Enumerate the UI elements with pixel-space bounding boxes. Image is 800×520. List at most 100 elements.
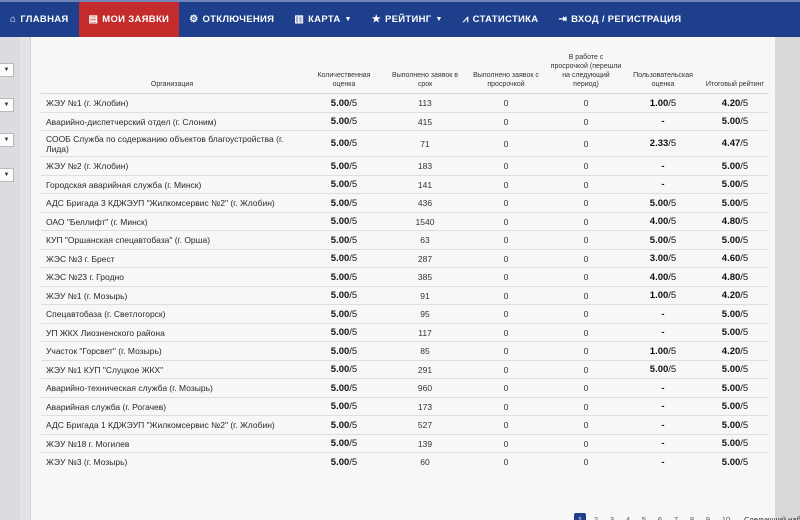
cell-on-time: 183 — [385, 156, 465, 176]
cell-user-score-value: 5.00 — [649, 364, 669, 376]
nav-outages[interactable]: ⚙ ОТКЛЮЧЕНИЯ — [179, 2, 284, 37]
cell-quantitative-value: 5.00 — [330, 160, 350, 172]
filter-dropdown[interactable]: ▼ — [0, 168, 14, 182]
cell-organization: ЖЭС №23 г. Гродно — [41, 267, 303, 287]
cell-late: 0 — [465, 230, 547, 250]
cell-on-time: 85 — [385, 341, 465, 361]
table-row: Аварийно-диспетчерский отдел (г. Слоним)… — [41, 111, 769, 131]
page-link[interactable]: 5 — [641, 514, 647, 520]
nav-home[interactable]: ⌂ ГЛАВНАЯ — [0, 2, 79, 37]
cell-quantitative: 5.00/5 — [303, 341, 385, 361]
cell-quantitative: 5.00/5 — [303, 304, 385, 324]
page-link[interactable]: 9 — [705, 514, 711, 520]
nav-rating[interactable]: ★ РЕЙТИНГ ▼ — [362, 2, 453, 37]
filter-dropdown[interactable]: ▼ — [0, 133, 14, 147]
cell-in-work: 0 — [547, 433, 625, 453]
score-denominator: /5 — [349, 160, 358, 172]
cell-in-work: 0 — [547, 267, 625, 287]
nav-statistics[interactable]: ⩘ СТАТИСТИКА — [453, 2, 549, 37]
cell-organization: ЖЭУ №1 (г. Мозырь) — [41, 285, 303, 305]
table-row: АДС Бригада 1 КДЖЭУП "Жилкомсервис №2" (… — [41, 415, 769, 435]
cell-quantitative: 5.00/5 — [303, 156, 385, 176]
cell-late: 0 — [465, 285, 547, 305]
cell-in-work: 0 — [547, 396, 625, 416]
cell-quantitative: 5.00/5 — [303, 285, 385, 305]
cell-on-time: 95 — [385, 304, 465, 324]
cell-quantitative-value: 5.00 — [330, 438, 350, 450]
nav-my-requests[interactable]: ▤ МОИ ЗАЯВКИ — [78, 2, 180, 37]
table-row: ЖЭУ №18 г. Могилев 5.00/5 139 0 0-5.00/5 — [41, 433, 769, 453]
score-denominator: /5 — [668, 345, 677, 357]
cell-organization: Аварийная служба (г. Рогачев) — [41, 396, 303, 416]
cell-organization: ЖЭУ №2 (г. Жлобин) — [41, 156, 303, 176]
cell-final-rating-value: 5.00 — [721, 401, 741, 413]
score-denominator: /5 — [668, 216, 677, 228]
cell-user-score: 5.00/5 — [625, 230, 701, 250]
score-denominator: /5 — [349, 382, 358, 394]
score-denominator: /5 — [668, 197, 677, 209]
score-denominator: /5 — [740, 308, 749, 320]
cell-final-rating-value: 5.00 — [721, 382, 741, 394]
cell-organization: ЖЭУ №18 г. Могилев — [41, 433, 303, 453]
filter-sidebar — [0, 37, 20, 520]
score-denominator: /5 — [349, 197, 358, 209]
cell-user-score-value: 1.00 — [649, 345, 669, 357]
page-link[interactable]: 4 — [625, 514, 631, 520]
cell-quantitative: 5.00/5 — [303, 396, 385, 416]
nav-home-label: ГЛАВНАЯ — [20, 14, 69, 25]
chart-icon: ⩘ — [462, 13, 469, 25]
table-header-row: Организация Количественная оценка Выполн… — [41, 51, 769, 95]
cell-quantitative-value: 5.00 — [330, 382, 350, 394]
page-link[interactable]: 3 — [609, 514, 615, 520]
score-denominator: /5 — [349, 216, 358, 228]
cell-user-score-value: 5.00 — [649, 234, 669, 246]
score-denominator: /5 — [740, 234, 749, 246]
gears-icon: ⚙ — [189, 13, 199, 25]
cell-final-rating: 4.47/5 — [701, 130, 769, 157]
page-link[interactable]: 2 — [593, 514, 599, 520]
nav-map[interactable]: ▥ КАРТА ▼ — [284, 2, 361, 37]
cell-quantitative-value: 5.00 — [330, 290, 350, 302]
cell-organization: УП ЖКХ Лиозненского района — [41, 322, 303, 342]
cell-late: 0 — [465, 111, 547, 131]
cell-late: 0 — [465, 156, 547, 176]
cell-organization: Спецавтобаза (г. Светлогорск) — [41, 304, 303, 324]
cell-organization: Городская аварийная служба (г. Минск) — [41, 174, 303, 194]
score-denominator: /5 — [740, 97, 749, 109]
cell-in-work: 0 — [547, 378, 625, 398]
cell-organization: АДС Бригада 1 КДЖЭУП "Жилкомсервис №2" (… — [41, 415, 303, 435]
cell-final-rating: 4.80/5 — [701, 211, 769, 231]
cell-in-work: 0 — [547, 341, 625, 361]
cell-late: 0 — [465, 130, 547, 157]
cell-user-score: 3.00/5 — [625, 248, 701, 268]
list-icon: ▤ — [88, 13, 99, 25]
table-row: Аварийно-техническая служба (г. Мозырь) 5… — [41, 378, 769, 398]
cell-on-time: 60 — [385, 452, 465, 472]
page-link[interactable]: 10 — [721, 514, 731, 520]
cell-in-work: 0 — [547, 304, 625, 324]
nav-login[interactable]: ⇥ ВХОД / РЕГИСТРАЦИЯ — [548, 2, 691, 37]
filter-dropdown[interactable]: ▼ — [0, 98, 14, 112]
score-denominator: /5 — [740, 116, 749, 128]
page-link[interactable]: 8 — [689, 514, 695, 520]
filter-dropdown[interactable]: ▼ — [0, 63, 14, 77]
cell-user-score: 1.00/5 — [625, 285, 701, 305]
nav-rating-label: РЕЙТИНГ — [385, 14, 432, 25]
cell-final-rating: 5.00/5 — [701, 304, 769, 324]
cell-final-rating: 4.60/5 — [701, 248, 769, 268]
table-row: ЖЭС №3 г. Брест 5.00/5 287 0 0 3.00/5 4.60/5 — [41, 248, 769, 268]
cell-late: 0 — [465, 359, 547, 379]
next-set-link[interactable]: Следующий набор ▸ — [744, 515, 800, 520]
cell-final-rating-value: 5.00 — [721, 327, 741, 339]
cell-quantitative-value: 5.00 — [330, 271, 350, 283]
page-link[interactable]: 1 — [574, 513, 586, 520]
score-denominator: /5 — [349, 419, 358, 431]
cell-organization: Аварийно-диспетчерский отдел (г. Слоним) — [41, 111, 303, 131]
page-link[interactable]: 7 — [673, 514, 679, 520]
score-denominator: /5 — [740, 290, 749, 302]
score-denominator: /5 — [740, 345, 749, 357]
page-link[interactable]: 6 — [657, 514, 663, 520]
cell-late: 0 — [465, 267, 547, 287]
cell-on-time: 71 — [385, 130, 465, 157]
cell-organization: СООБ Служба по содержанию объектов благо… — [41, 130, 303, 157]
